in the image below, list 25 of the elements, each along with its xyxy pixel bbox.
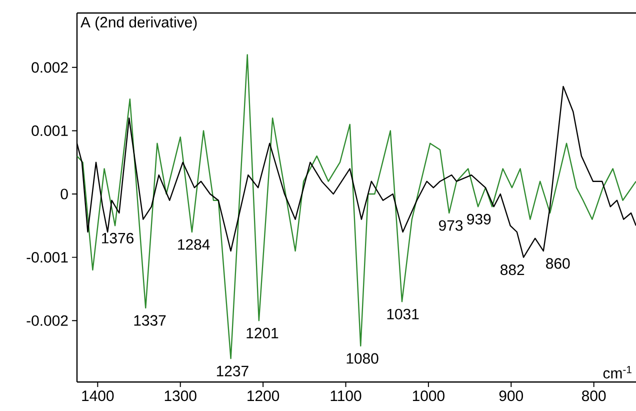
x-tick-label: 1000 — [412, 390, 444, 402]
chart-title: A (2nd derivative) — [80, 16, 197, 30]
x-tick-label: 1100 — [330, 390, 362, 402]
y-tick-label: 0 — [60, 188, 68, 200]
x-tick-label: 1200 — [248, 390, 280, 402]
annotation: 1031 — [387, 308, 419, 320]
annotation: 1080 — [346, 353, 378, 364]
y-tick-label: 0.002 — [32, 62, 68, 73]
annotation: 939 — [467, 214, 491, 224]
annotation: 1201 — [246, 328, 278, 338]
y-tick-label: 0.001 — [32, 125, 68, 136]
x-axis-title: cm$^{-1}$ — [603, 366, 632, 378]
x-tick-label: 1300 — [164, 390, 196, 402]
x-tick-label: 900 — [499, 390, 524, 402]
x-tick-label: 1400 — [82, 390, 114, 402]
y-tick-label: -0.002 — [26, 315, 68, 326]
annotation: 1376 — [102, 232, 134, 244]
annotation: 1284 — [178, 239, 210, 250]
annotation: 1337 — [134, 315, 166, 326]
annotation: 860 — [546, 258, 570, 269]
annotation: 973 — [439, 220, 463, 231]
annotation: 1237 — [216, 366, 248, 376]
annotation: 882 — [500, 264, 524, 276]
x-tick-label: 800 — [582, 390, 606, 402]
y-tick-label: -0.001 — [26, 252, 68, 263]
